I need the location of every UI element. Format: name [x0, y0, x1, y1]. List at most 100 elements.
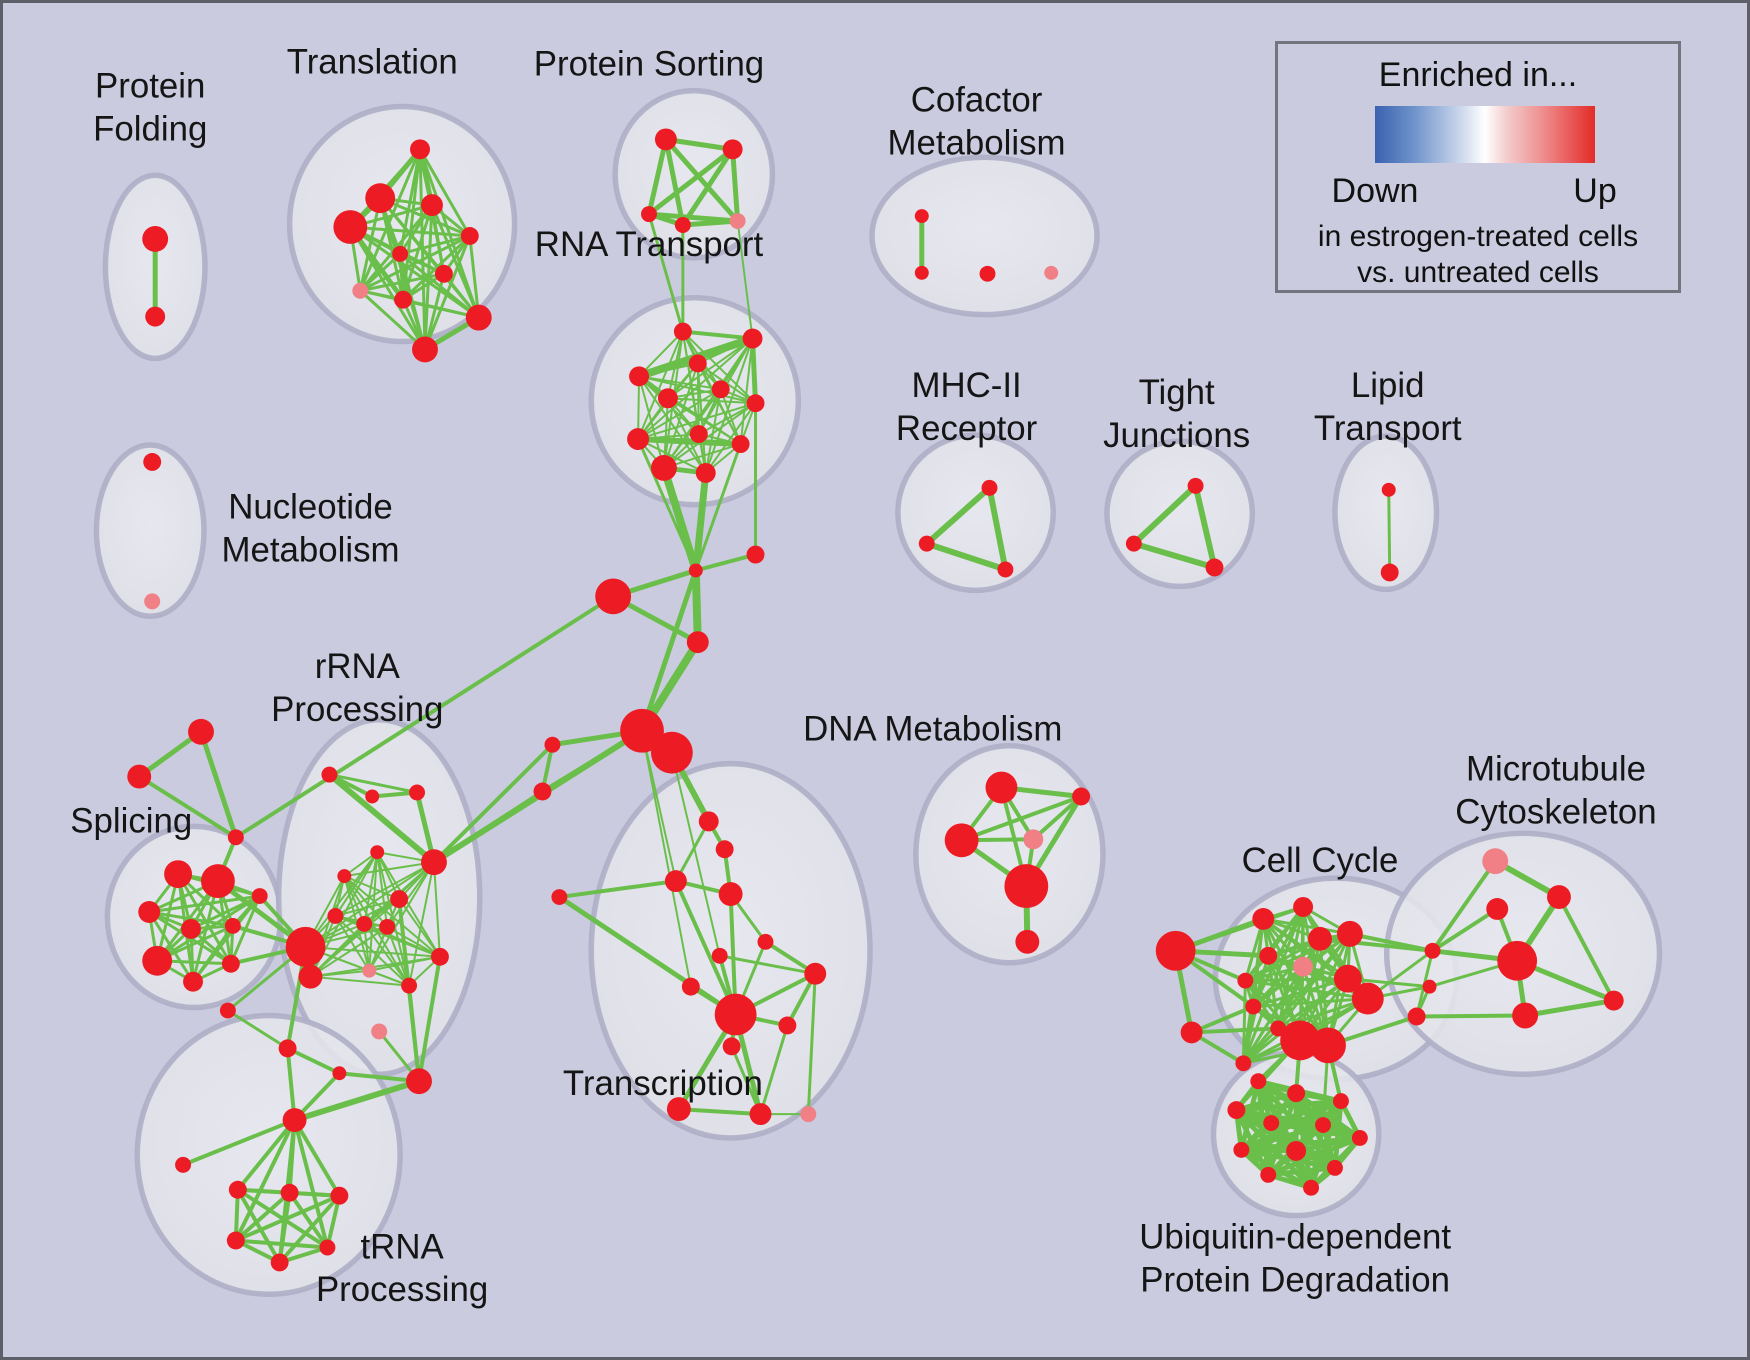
- gene-set-node: [285, 926, 326, 967]
- edge: [663, 136, 686, 228]
- gene-set-node: [1233, 1141, 1250, 1158]
- legend-gradient-bar: [1375, 106, 1595, 163]
- edge: [637, 402, 757, 441]
- gene-set-node: [1245, 998, 1262, 1015]
- gene-set-node: [1381, 482, 1396, 497]
- edge: [670, 751, 721, 957]
- gene-set-node: [722, 1037, 741, 1056]
- gene-set-node: [1237, 972, 1254, 989]
- gene-set-node: [145, 306, 166, 327]
- edge: [662, 443, 742, 469]
- gene-set-node: [282, 1108, 307, 1132]
- gene-set-node: [688, 563, 703, 578]
- gene-set-node: [183, 971, 203, 992]
- ub-cluster-label: Protein Degradation: [1140, 1260, 1450, 1299]
- nm-cluster-label: Metabolism: [221, 531, 399, 570]
- edge: [285, 1046, 297, 1123]
- edge: [986, 484, 1009, 573]
- gene-set-node: [673, 322, 692, 341]
- dm-cluster-label: DNA Metabolism: [803, 710, 1062, 749]
- pf-cluster-label: Folding: [93, 109, 207, 148]
- gene-set-node: [914, 265, 929, 280]
- edge: [1192, 482, 1218, 571]
- gene-set-node: [1286, 1140, 1307, 1161]
- mhc-cluster-label: MHC-II: [911, 366, 1021, 405]
- legend-box: Enriched in... Down Up in estrogen-treat…: [1275, 41, 1681, 293]
- mc-cluster-label: Microtubule: [1466, 750, 1646, 789]
- gene-set-node: [1351, 1130, 1368, 1146]
- cf-cluster-ellipse: [869, 154, 1100, 318]
- legend-title: Enriched in...: [1378, 56, 1578, 94]
- nodes-layer: [127, 128, 1624, 1272]
- gene-set-node: [1155, 930, 1196, 971]
- edge: [423, 272, 446, 351]
- gene-set-node: [127, 764, 152, 789]
- gene-set-node: [1250, 1073, 1267, 1090]
- gene-set-node: [944, 823, 979, 858]
- gene-set-node: [409, 784, 425, 801]
- edge: [155, 894, 262, 963]
- gene-set-node: [228, 1180, 247, 1199]
- edge: [676, 1107, 763, 1117]
- edge: [198, 729, 239, 840]
- edge: [386, 925, 441, 958]
- edge: [430, 203, 481, 320]
- nm-cluster-ellipse: [93, 442, 207, 620]
- edge: [309, 975, 411, 987]
- gene-set-node: [918, 535, 935, 552]
- gene-set-node: [365, 183, 396, 214]
- gene-set-node: [674, 217, 691, 233]
- edge: [806, 972, 817, 1116]
- gene-set-node: [362, 963, 377, 978]
- tn-cluster-label: tRNA: [360, 1227, 444, 1266]
- edge: [343, 875, 401, 901]
- edge: [181, 1118, 297, 1167]
- gene-set-node: [370, 845, 385, 860]
- gene-set-node: [681, 977, 700, 996]
- gene-set-node: [412, 336, 438, 363]
- rr-cluster-label: rRNA: [315, 647, 401, 686]
- edge: [704, 337, 754, 474]
- gene-set-node: [390, 890, 409, 908]
- gene-set-node: [629, 366, 650, 387]
- edge: [697, 402, 757, 436]
- gene-set-node: [227, 829, 244, 846]
- gene-set-node: [1004, 864, 1049, 908]
- gene-set-node: [337, 869, 352, 884]
- edge: [673, 879, 738, 1017]
- legend-caption-line2: vs. untreated cells: [1357, 256, 1599, 289]
- gene-set-node: [1351, 982, 1384, 1015]
- legend-caption-line1: in estrogen-treated cells: [1317, 220, 1639, 253]
- edge: [663, 136, 736, 152]
- edge: [646, 136, 669, 217]
- edge: [343, 875, 366, 925]
- gene-set-node: [1023, 829, 1044, 850]
- edge: [137, 774, 238, 840]
- edge: [1241, 1005, 1255, 1065]
- edge: [1173, 905, 1306, 953]
- edge: [1347, 931, 1435, 953]
- tj-cluster-label: Junctions: [1103, 416, 1250, 455]
- edge: [401, 298, 481, 320]
- edge: [959, 794, 1084, 843]
- gene-set-node: [746, 545, 765, 564]
- edge: [1238, 1122, 1326, 1153]
- edge: [693, 552, 758, 573]
- gene-set-node: [1547, 885, 1571, 909]
- lt-cluster-label: Transport: [1314, 409, 1462, 448]
- gene-set-node: [1044, 265, 1059, 280]
- gene-set-node: [200, 864, 235, 899]
- edge: [233, 594, 616, 840]
- gene-set-node: [278, 1039, 297, 1058]
- gene-set-node: [627, 428, 650, 451]
- edge: [417, 954, 442, 1084]
- gene-set-node: [1303, 1179, 1320, 1196]
- gene-set-node: [551, 889, 568, 906]
- gene-set-node: [1422, 979, 1437, 994]
- edge: [680, 329, 755, 341]
- edge: [343, 861, 435, 878]
- gene-set-node: [1280, 1020, 1321, 1061]
- edge: [1241, 932, 1352, 1065]
- edge: [638, 375, 757, 405]
- lt-cluster-ellipse: [1332, 433, 1440, 593]
